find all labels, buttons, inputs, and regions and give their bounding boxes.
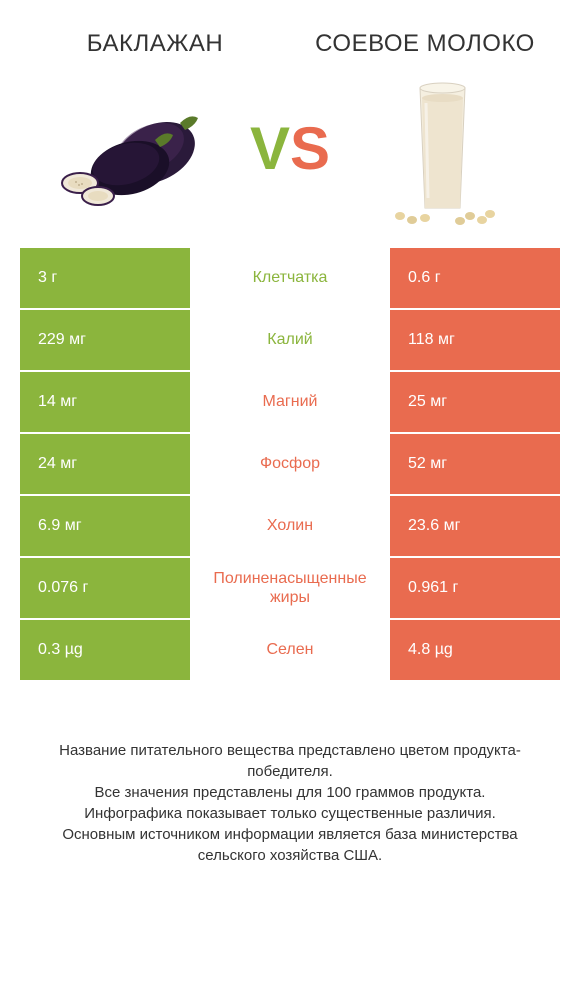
footnote-line: Инфографика показывает только существенн… <box>30 803 550 824</box>
footnote-line: Все значения представлены для 100 граммо… <box>30 782 550 803</box>
soymilk-icon <box>370 68 510 228</box>
left-value-cell: 0.076 г <box>20 558 190 618</box>
right-value-cell: 25 мг <box>390 372 560 432</box>
footnote-line: Название питательного вещества представл… <box>30 740 550 782</box>
right-value-cell: 4.8 µg <box>390 620 560 680</box>
table-row: 6.9 мгХолин23.6 мг <box>20 496 560 556</box>
nutrient-label-cell: Селен <box>190 620 390 680</box>
right-value-cell: 118 мг <box>390 310 560 370</box>
vs-s-letter: S <box>290 114 330 183</box>
eggplant-icon <box>60 78 220 218</box>
right-value-cell: 0.6 г <box>390 248 560 308</box>
footnote: Название питательного вещества представл… <box>30 740 550 866</box>
table-row: 229 мгКалий118 мг <box>20 310 560 370</box>
left-value-cell: 14 мг <box>20 372 190 432</box>
nutrient-label-cell: Холин <box>190 496 390 556</box>
right-product-title: СОЕВОЕ МОЛОКО <box>290 30 560 58</box>
footnote-line: Основным источником информации является … <box>30 824 550 866</box>
left-value-cell: 24 мг <box>20 434 190 494</box>
nutrient-label-cell: Магний <box>190 372 390 432</box>
table-row: 24 мгФосфор52 мг <box>20 434 560 494</box>
nutrient-label-cell: Клетчатка <box>190 248 390 308</box>
right-value-cell: 0.961 г <box>390 558 560 618</box>
left-product-title: БАКЛАЖАН <box>20 30 290 58</box>
nutrient-label-cell: Полиненасыщенные жиры <box>190 558 390 618</box>
header: БАКЛАЖАН СОЕВОЕ МОЛОКО <box>0 0 580 68</box>
right-product-image <box>360 68 520 228</box>
left-product-image <box>60 68 220 228</box>
left-value-cell: 229 мг <box>20 310 190 370</box>
comparison-table: 3 гКлетчатка0.6 г229 мгКалий118 мг14 мгМ… <box>20 248 560 680</box>
vs-label: VS <box>250 114 330 183</box>
table-row: 3 гКлетчатка0.6 г <box>20 248 560 308</box>
table-row: 14 мгМагний25 мг <box>20 372 560 432</box>
vs-v-letter: V <box>250 114 290 183</box>
left-value-cell: 0.3 µg <box>20 620 190 680</box>
left-value-cell: 6.9 мг <box>20 496 190 556</box>
vs-row: VS <box>0 68 580 248</box>
nutrient-label-cell: Фосфор <box>190 434 390 494</box>
right-value-cell: 23.6 мг <box>390 496 560 556</box>
nutrient-label-cell: Калий <box>190 310 390 370</box>
table-row: 0.076 гПолиненасыщенные жиры0.961 г <box>20 558 560 618</box>
table-row: 0.3 µgСелен4.8 µg <box>20 620 560 680</box>
left-value-cell: 3 г <box>20 248 190 308</box>
right-value-cell: 52 мг <box>390 434 560 494</box>
